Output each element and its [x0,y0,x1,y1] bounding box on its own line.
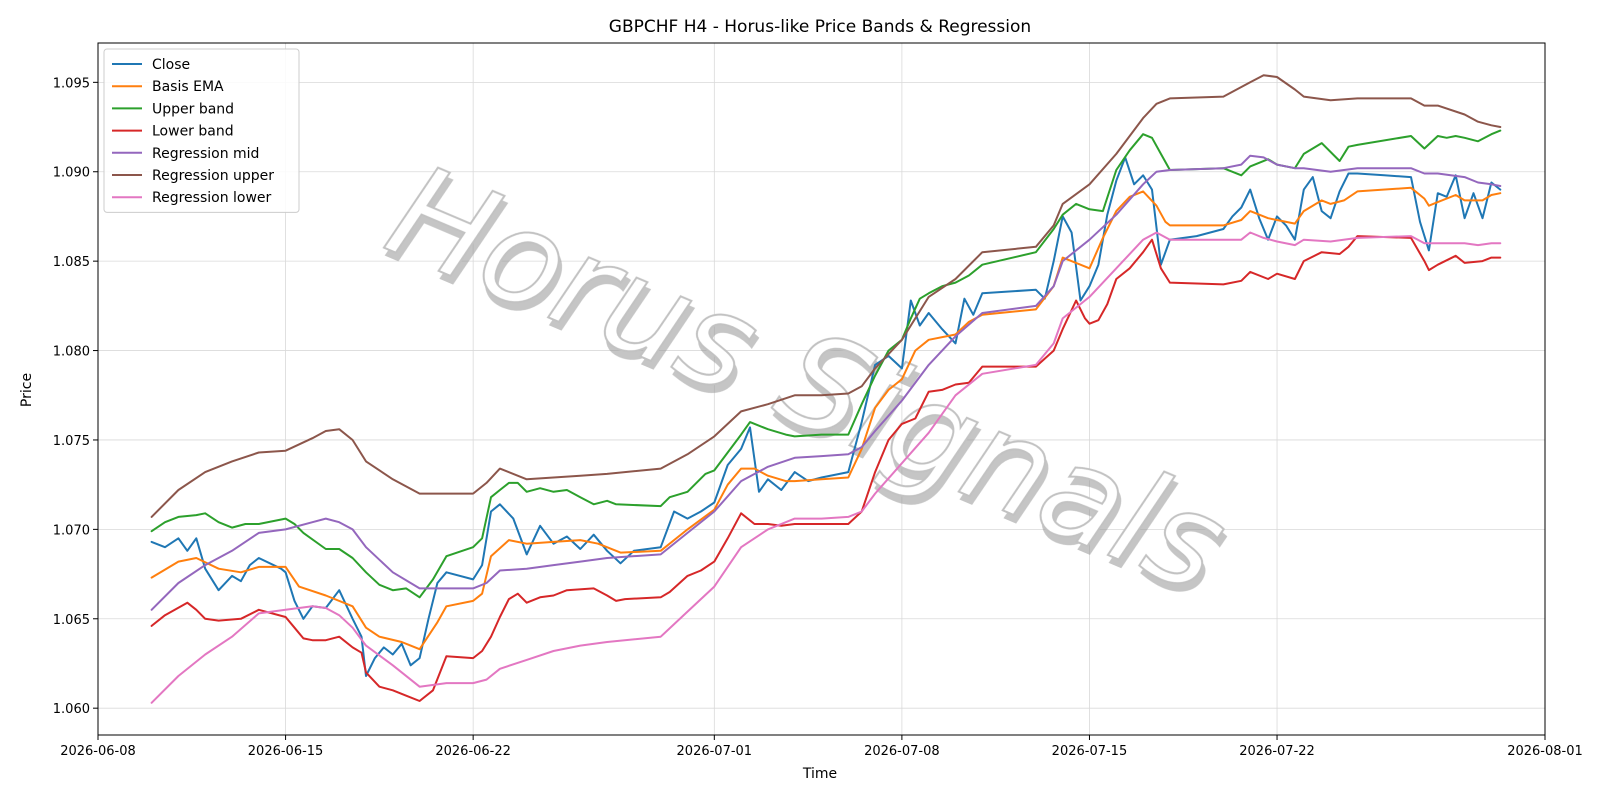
y-tick-label: 1.090 [53,166,90,181]
y-tick-label: 1.060 [53,702,90,717]
series-line-regression-mid [150,154,1502,611]
x-axis: 2026-06-08 2026-06-15 2026-06-22 2026-07-01… [60,735,1583,759]
x-tick-label: 2026-07-22 [1239,744,1315,759]
x-tick-label: 2026-07-15 [1052,744,1128,759]
series-lines [150,74,1502,704]
y-tick-label: 1.075 [53,434,90,449]
y-axis-title: Price [19,373,35,407]
plot-frame [97,42,1546,736]
series-line-close [150,156,1502,677]
y-tick-label: 1.085 [53,255,90,270]
y-axis: 1.060 1.065 1.070 1.075 1.080 1.085 1.090 1.095 [53,76,98,717]
legend-label: Regression mid [152,146,259,162]
legend-label: Close [152,57,190,73]
y-tick-label: 1.080 [53,345,90,360]
series-line-regression-lower [150,231,1502,704]
x-tick-label: 2026-08-01 [1507,744,1583,759]
y-tick-label: 1.065 [53,613,90,628]
x-tick-label: 2026-07-01 [677,744,753,759]
series-line-regression-upper [150,74,1502,518]
x-tick-label: 2026-07-08 [864,744,940,759]
legend: Close Basis EMA Upper band Lower band Regres… [103,48,300,213]
legend-label: Upper band [152,101,234,117]
legend-label: Regression lower [152,190,272,206]
chart-title: GBPCHF H4 - Horus-like Price Bands & Reg… [609,17,1031,37]
x-tick-label: 2026-06-22 [435,744,511,759]
x-tick-label: 2026-06-15 [248,744,324,759]
y-tick-label: 1.095 [53,76,90,91]
series-line-basis-ema [150,186,1502,651]
legend-label: Basis EMA [152,79,224,95]
legend-label: Regression upper [152,168,274,184]
x-axis-title: Time [802,766,837,782]
legend-box [103,48,300,213]
y-tick-label: 1.070 [53,523,90,538]
x-tick-label: 2026-06-08 [60,744,136,759]
legend-label: Lower band [152,124,234,140]
series-line-lower-band [150,235,1502,702]
